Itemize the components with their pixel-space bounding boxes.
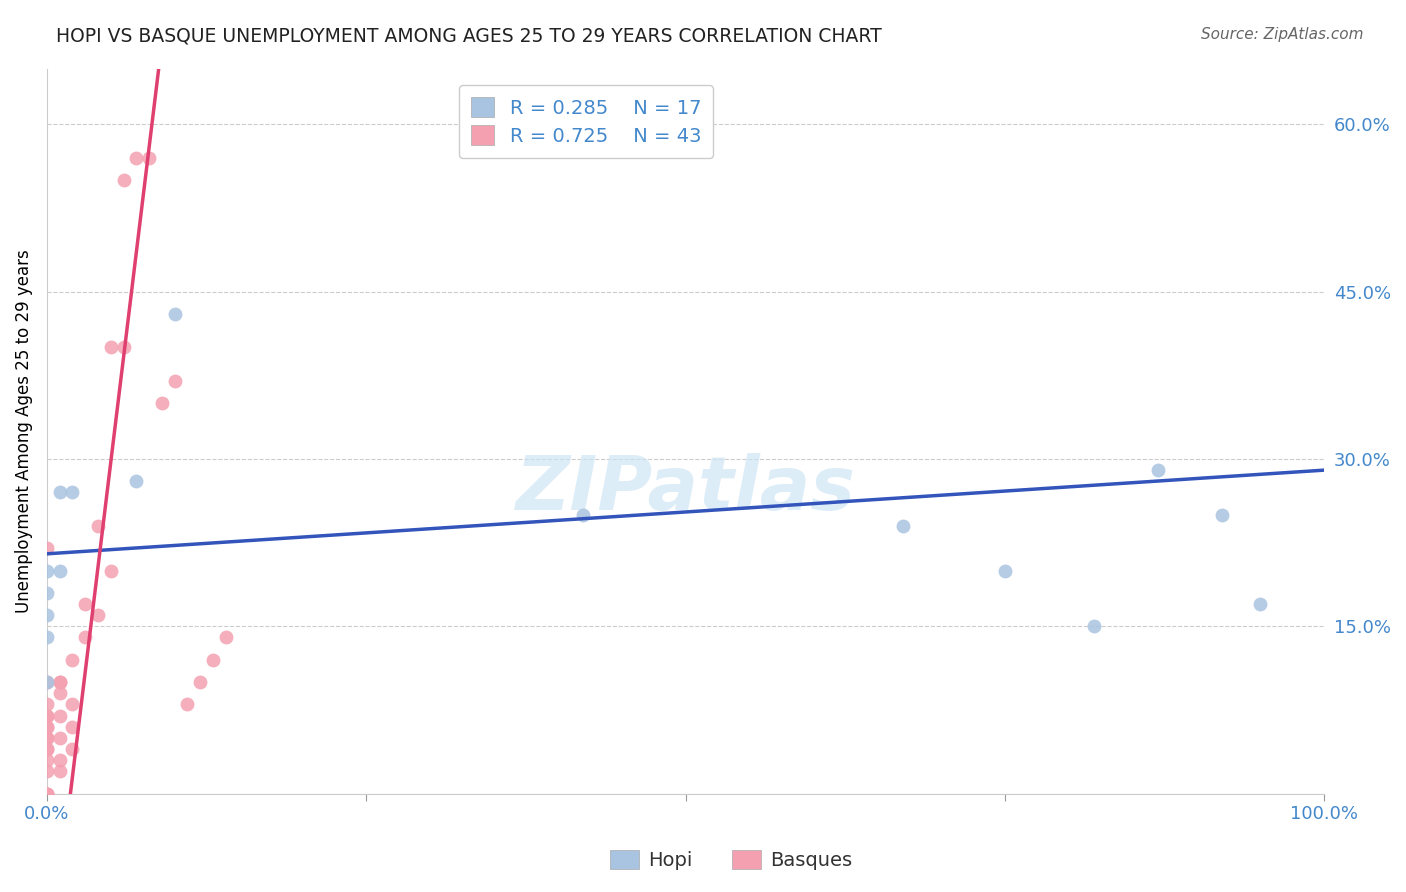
Y-axis label: Unemployment Among Ages 25 to 29 years: Unemployment Among Ages 25 to 29 years [15,249,32,613]
Point [35,541,58,556]
Point [35,675,58,690]
Point [35,720,58,734]
Point [100,340,122,354]
Point [163,307,186,321]
Point [35,608,58,623]
Text: Source: ZipAtlas.com: Source: ZipAtlas.com [1201,27,1364,42]
Point [35,742,58,756]
Point [188,675,211,690]
Point [48,708,70,723]
Point [62,742,84,756]
Point [35,720,58,734]
Point [75,597,97,611]
Point [75,631,97,645]
Point [48,675,70,690]
Text: ZIPatlas: ZIPatlas [516,452,855,525]
Point [100,564,122,578]
Point [35,698,58,712]
Point [48,686,70,700]
Point [35,753,58,767]
Point [35,731,58,745]
Point [112,340,135,354]
Point [87,519,110,533]
Point [48,764,70,779]
Point [48,731,70,745]
Point [1147,463,1170,477]
Point [112,173,135,187]
Point [891,519,914,533]
Point [176,698,198,712]
Point [201,653,224,667]
Point [1211,508,1233,522]
Point [35,631,58,645]
Point [48,564,70,578]
Point [35,708,58,723]
Point [572,508,595,522]
Point [62,485,84,500]
Point [138,151,160,165]
Legend: R = 0.285    N = 17, R = 0.725    N = 43: R = 0.285 N = 17, R = 0.725 N = 43 [458,86,713,158]
Point [48,753,70,767]
Point [48,675,70,690]
Point [163,374,186,388]
Point [62,653,84,667]
Point [215,631,238,645]
Point [35,564,58,578]
Point [35,675,58,690]
Point [994,564,1017,578]
Point [35,742,58,756]
Point [125,475,148,489]
Point [1083,619,1105,633]
Point [87,608,110,623]
Point [62,720,84,734]
Point [125,151,148,165]
Point [35,764,58,779]
Legend: Hopi, Basques: Hopi, Basques [602,842,860,878]
Point [35,708,58,723]
Point [35,787,58,801]
Text: HOPI VS BASQUE UNEMPLOYMENT AMONG AGES 25 TO 29 YEARS CORRELATION CHART: HOPI VS BASQUE UNEMPLOYMENT AMONG AGES 2… [56,27,882,45]
Point [62,698,84,712]
Point [35,787,58,801]
Point [35,731,58,745]
Point [1249,597,1271,611]
Point [150,396,173,410]
Point [35,586,58,600]
Point [48,485,70,500]
Point [35,787,58,801]
